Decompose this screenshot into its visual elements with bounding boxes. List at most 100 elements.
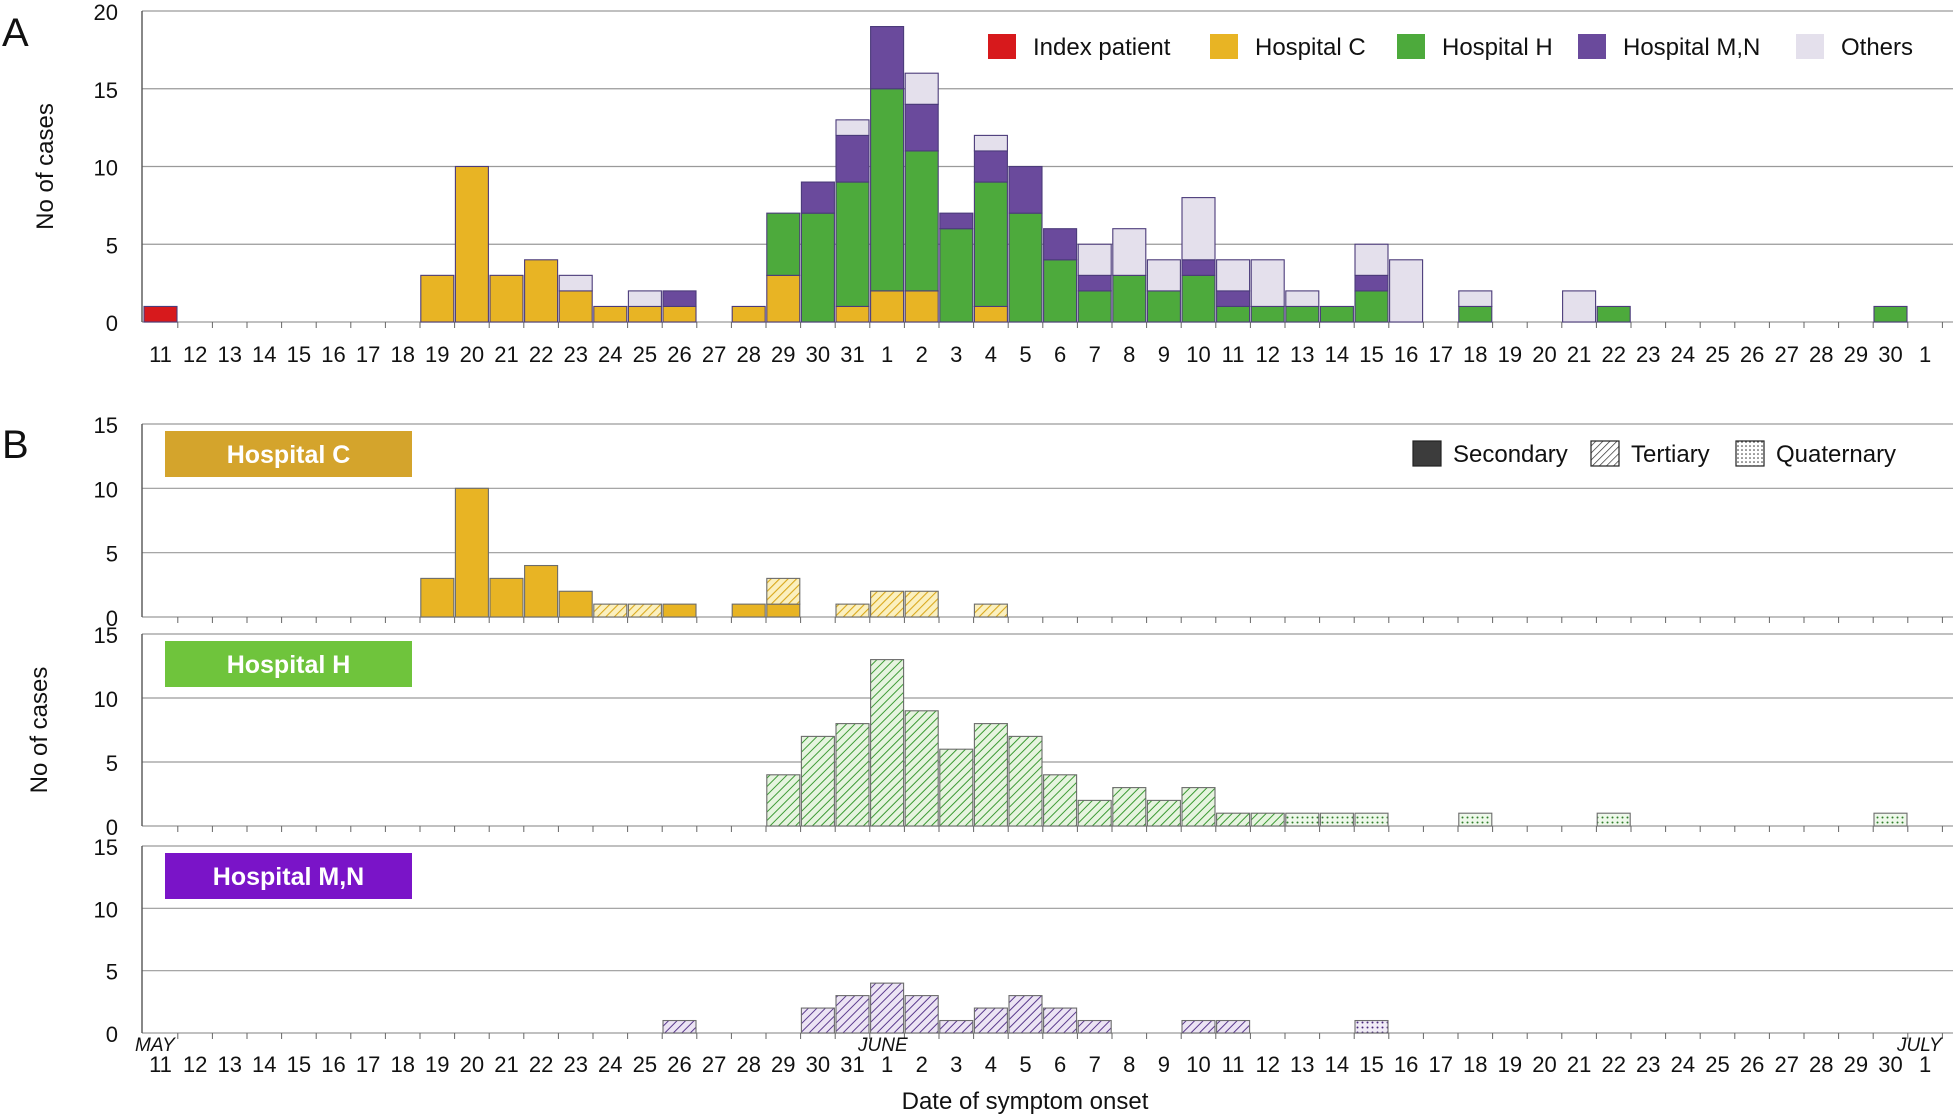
panel-b-day-label: 9 (1158, 1052, 1170, 1077)
panel-a-day-label: 17 (356, 342, 380, 367)
panel-a-day-label: 2 (916, 342, 928, 367)
panel-a-ytick-label: 10 (94, 156, 118, 181)
panel-a-bar (835, 119, 870, 136)
panel-b-hospital-c-ytick-label: 5 (106, 542, 118, 567)
panel-a-bar (1181, 197, 1216, 261)
panel-b-day-label: 4 (985, 1052, 997, 1077)
panel-b-hospital-c-bar (835, 603, 870, 618)
legend-swatch (1796, 34, 1824, 59)
panel-a-day-label: 21 (494, 342, 518, 367)
panel-b-day-label: 28 (736, 1052, 760, 1077)
panel-b-hospital-c-bar (524, 564, 559, 618)
panel-b-hospital-h-bar (1112, 787, 1147, 827)
panel-b-day-label: 12 (1255, 1052, 1279, 1077)
panel-b-hospital-c-ytick-label: 10 (94, 477, 118, 502)
panel-b-day-label: 16 (321, 1052, 345, 1077)
panel-a-bar (1008, 165, 1043, 214)
panel-b-hospital-mn-bar (904, 995, 939, 1034)
panel-b-hospital-c-bar (904, 590, 939, 618)
panel-b-day-label: 29 (1844, 1052, 1868, 1077)
panel-a-ytick-label: 15 (94, 78, 118, 103)
panel-a-bar (1216, 290, 1251, 307)
panel-b-hospital-mn-bar (973, 1007, 1008, 1034)
panel-a-day-label: 30 (1878, 342, 1902, 367)
panel-b-hospital-mn-bar (870, 982, 905, 1034)
panel-b-day-label: 3 (950, 1052, 962, 1077)
panel-a-bar (973, 181, 1008, 308)
panel-a-day-label: 26 (1740, 342, 1764, 367)
panel-b-day-label: 2 (916, 1052, 928, 1077)
panel-b-hospital-c-chart: 0 5 10 15 Hospital C (94, 413, 1953, 631)
panel-a-bar (1354, 243, 1389, 276)
panel-b-hospital-h-bar (1008, 735, 1043, 827)
panel-a-day-label: 14 (1325, 342, 1349, 367)
panel-a-bar (1389, 259, 1424, 323)
legend-label: Hospital C (1255, 34, 1366, 61)
panel-a-bar (766, 212, 801, 276)
panel-a-bar (1250, 259, 1285, 307)
panel-a-bar (904, 103, 939, 152)
panel-a-bar (1458, 305, 1493, 323)
panel-a-day-label: 9 (1158, 342, 1170, 367)
panel-a-day-label: 25 (1705, 342, 1729, 367)
panel-a-day-label: 16 (321, 342, 345, 367)
panel-b-hospital-mn-bar (1354, 1019, 1389, 1034)
panel-a-bar (904, 150, 939, 292)
panel-a-bar (800, 212, 835, 323)
panel-a-bar (1216, 305, 1251, 323)
panel-b-hospital-h-bar (1285, 812, 1320, 827)
panel-b-hospital-c-bar (627, 603, 662, 618)
panel-a-bar (524, 259, 559, 323)
panel-b-day-label: 11 (149, 1052, 172, 1077)
panel-a-bar (662, 290, 697, 307)
panel-a-bar (1250, 305, 1285, 323)
month-label-may: MAY (135, 1035, 176, 1056)
panel-b-hospital-h-bar (1181, 787, 1216, 827)
panel-b-hospital-mn-bar (1216, 1019, 1251, 1034)
panel-b-hospital-h-bar (1043, 774, 1078, 827)
panel-a-ytick-label: 5 (106, 233, 118, 258)
panel-a-bar (1285, 290, 1320, 307)
panel-b-hospital-h-ytick-label: 0 (106, 815, 118, 840)
panel-b-hospital-h-ytick-label: 5 (106, 751, 118, 776)
panel-b-hospital-mn-ytick-label: 0 (106, 1022, 118, 1047)
panel-b-day-label: 26 (1740, 1052, 1764, 1077)
x-axis-title: Date of symptom onset (902, 1088, 1149, 1115)
panel-b-hospital-mn-title: Hospital M,N (213, 863, 364, 891)
panel-a-day-label: 12 (1255, 342, 1279, 367)
panel-a-bar (1458, 290, 1493, 307)
panel-b-day-label: 30 (806, 1052, 830, 1077)
panel-a-bar (627, 305, 662, 323)
panel-a-day-label: 23 (1636, 342, 1660, 367)
panel-a-bar (939, 212, 974, 230)
panel-a-bar (454, 165, 489, 323)
panel-b-hospital-h-bar (973, 723, 1008, 827)
panel-b-day-label: 1 (1919, 1052, 1931, 1077)
panel-b-day-label: 7 (1089, 1052, 1101, 1077)
panel-a-bar (1008, 212, 1043, 323)
panel-b-hospital-c-bar (870, 590, 905, 618)
panel-a-day-label: 25 (633, 342, 657, 367)
panel-a-day-label: 15 (1359, 342, 1383, 367)
panel-b-hospital-h-bar (766, 774, 801, 827)
panel-b-hospital-mn-bar (1008, 995, 1043, 1034)
panel-a-day-label: 31 (840, 342, 864, 367)
panel-b-day-label: 13 (1290, 1052, 1314, 1077)
panel-b-hospital-c-bar (489, 577, 524, 618)
panel-a-bar (870, 290, 905, 323)
panel-b-day-label: 14 (252, 1052, 276, 1077)
panel-b-y-axis-label: No of cases (26, 667, 53, 794)
legend-swatch (1210, 34, 1238, 59)
panel-b-hospital-h-bar (1319, 812, 1354, 827)
panel-a-bar (662, 305, 697, 323)
panel-b-hospital-mn-bar (1077, 1019, 1112, 1034)
panel-a-bar (1181, 274, 1216, 323)
panel-a-day-label: 28 (736, 342, 760, 367)
panel-b-day-label: 31 (840, 1052, 864, 1077)
panel-a-bar (904, 290, 939, 323)
panel-b-hospital-h-bar (1077, 799, 1112, 827)
panel-a-bar (143, 305, 178, 323)
panel-b-hospital-h-bar (1873, 812, 1908, 827)
